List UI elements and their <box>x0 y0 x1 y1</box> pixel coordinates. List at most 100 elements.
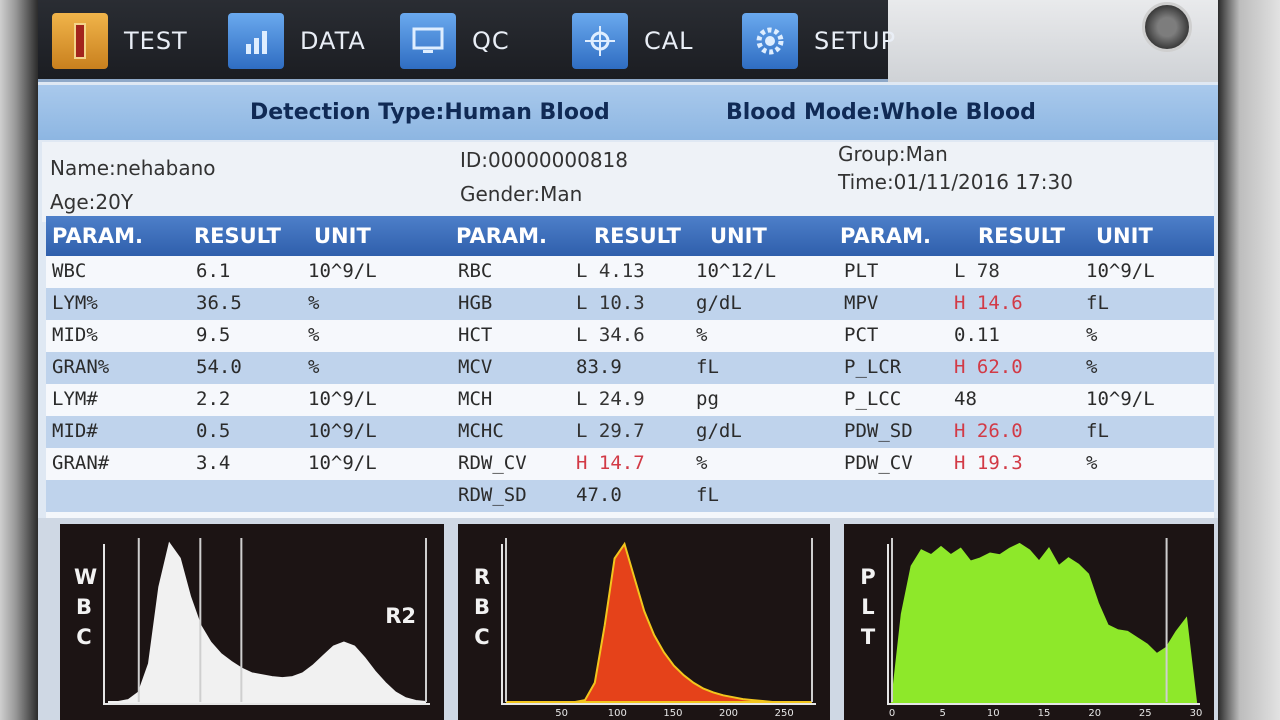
unit-cell: % <box>696 452 708 474</box>
x-tick-label: 200 <box>719 708 738 719</box>
sample-time: Time:01/11/2016 17:30 <box>838 170 1073 194</box>
patient-id: ID:00000000818 <box>460 148 629 172</box>
results-table-header: PARAM. RESULT UNIT PARAM. RESULT UNIT PA… <box>46 216 1214 256</box>
crosshair-icon <box>572 13 628 69</box>
patient-group: Group:Man <box>838 142 948 166</box>
result-cell: L 10.3 <box>576 292 645 314</box>
table-row: MID# 0.5 10^9/L MCHC L 29.7 g/dL PDW_SD H 26.0 f… <box>46 416 1214 448</box>
toolbar-test-button[interactable]: TEST <box>52 12 188 70</box>
patient-gender: Gender:Man <box>460 182 583 206</box>
unit-cell: % <box>1086 324 1098 346</box>
x-tick-label: 250 <box>775 708 794 719</box>
unit-cell: % <box>696 324 708 346</box>
wbc-histogram-plot <box>103 538 430 705</box>
x-tick-label: 100 <box>608 708 627 719</box>
test-tube-icon <box>52 13 108 69</box>
table-row: RDW_SD 47.0 fL <box>46 480 1214 512</box>
toolbar-data-button[interactable]: DATA <box>228 12 366 70</box>
param-cell: PLT <box>844 260 879 282</box>
axis-label-letter: R <box>473 565 491 589</box>
unit-cell: % <box>308 292 320 314</box>
unit-cell: pg <box>696 388 719 410</box>
toolbar-setup-button[interactable]: SETUP <box>742 12 896 70</box>
unit-cell: fL <box>1086 420 1109 442</box>
gear-icon <box>742 13 798 69</box>
x-tick-label: 20 <box>1088 708 1101 719</box>
power-button[interactable] <box>1142 2 1192 52</box>
result-cell: 0.5 <box>196 420 231 442</box>
param-cell: LYM% <box>52 292 98 314</box>
result-cell: L 78 <box>954 260 1000 282</box>
unit-cell: g/dL <box>696 420 742 442</box>
unit-cell: % <box>308 356 320 378</box>
axis-label-letter: W <box>74 565 98 589</box>
col3-result-header: RESULT <box>978 224 1065 248</box>
x-tick-label: 150 <box>663 708 682 719</box>
toolbar-cal-button[interactable]: CAL <box>572 12 694 70</box>
x-tick-label: 30 <box>1190 708 1203 719</box>
axis-label-letter: L <box>861 595 875 619</box>
unit-cell: % <box>1086 452 1098 474</box>
wbc-distribution-curve <box>108 541 427 703</box>
unit-cell: 10^9/L <box>1086 260 1155 282</box>
result-cell: 0.11 <box>954 324 1000 346</box>
unit-cell: g/dL <box>696 292 742 314</box>
param-cell: MCH <box>458 388 493 410</box>
table-row: MID% 9.5% HCT L 34.6% PCT 0.11% <box>46 320 1214 352</box>
detection-type: Detection Type:Human Blood <box>250 100 610 125</box>
monitor-icon <box>400 13 456 69</box>
col3-unit-header: UNIT <box>1096 224 1153 248</box>
monitor-bezel-right <box>1218 0 1280 720</box>
histogram-area: W B C R2 50 100 150 200 250 R B C 0 5 10 15 20 25 30 P L T <box>38 518 1218 720</box>
result-cell: H 19.3 <box>954 452 1023 474</box>
axis-label-letter: B <box>473 595 490 619</box>
bar-chart-icon <box>228 13 284 69</box>
rbc-histogram-plot: 50 100 150 200 250 <box>501 538 816 719</box>
results-table: WBC 6.1 10^9/L RBC L 4.13 10^12/L PLT L 78 10^9/… <box>46 256 1214 518</box>
rbc-distribution-curve <box>506 541 812 703</box>
rbc-histogram: 50 100 150 200 250 R B C <box>458 524 830 720</box>
unit-cell: fL <box>1086 292 1109 314</box>
unit-cell: 10^9/L <box>308 388 377 410</box>
toolbar-data-label: DATA <box>300 27 366 55</box>
param-cell: P_LCC <box>844 388 902 410</box>
table-row: GRAN% 54.0% MCV 83.9 fL P_LCR H 62.0% <box>46 352 1214 384</box>
toolbar-qc-label: QC <box>472 27 510 55</box>
col2-param-header: PARAM. <box>456 224 548 248</box>
result-cell: 48 <box>954 388 977 410</box>
detection-banner: Detection Type:Human Blood Blood Mode:Wh… <box>38 85 1218 140</box>
axis-label-letter: C <box>76 625 92 649</box>
param-cell: PCT <box>844 324 879 346</box>
param-cell: RDW_CV <box>458 452 527 474</box>
param-cell: PDW_CV <box>844 452 913 474</box>
unit-cell: 10^9/L <box>1086 388 1155 410</box>
plt-histogram-plot: 0 5 10 15 20 25 30 <box>887 538 1203 719</box>
result-cell: 54.0 <box>196 356 242 378</box>
x-tick-label: 10 <box>987 708 1000 719</box>
unit-cell: fL <box>696 484 719 506</box>
histogram-axes <box>887 544 1200 705</box>
result-cell: L 34.6 <box>576 324 645 346</box>
unit-cell: 10^12/L <box>696 260 777 282</box>
col1-param-header: PARAM. <box>52 224 144 248</box>
table-row: GRAN# 3.4 10^9/L RDW_CV H 14.7% PDW_CV H 19.3% <box>46 448 1214 480</box>
col2-unit-header: UNIT <box>710 224 767 248</box>
result-cell: 36.5 <box>196 292 242 314</box>
result-cell: 6.1 <box>196 260 231 282</box>
patient-info: Name:nehabano Age:20Y ID:00000000818 Gen… <box>42 142 1214 222</box>
plt-histogram: 0 5 10 15 20 25 30 P L T <box>844 524 1214 720</box>
param-cell: RDW_SD <box>458 484 527 506</box>
toolbar-qc-button[interactable]: QC <box>400 12 510 70</box>
col1-result-header: RESULT <box>194 224 281 248</box>
axis-label-letter: P <box>860 565 876 589</box>
unit-cell: fL <box>696 356 719 378</box>
param-cell: PDW_SD <box>844 420 913 442</box>
result-cell: L 29.7 <box>576 420 645 442</box>
col2-result-header: RESULT <box>594 224 681 248</box>
result-cell: H 62.0 <box>954 356 1023 378</box>
param-cell: GRAN# <box>52 452 110 474</box>
result-cell: L 24.9 <box>576 388 645 410</box>
